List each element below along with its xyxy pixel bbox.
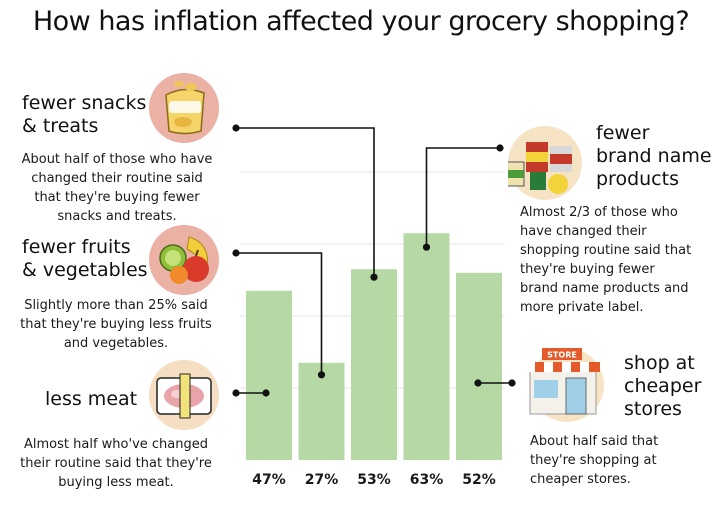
chart-connectors (232, 124, 516, 397)
snacks-description: About half of those who have changed the… (4, 150, 230, 226)
bar-value-label-0: 47% (252, 472, 286, 488)
fruits-icon (149, 225, 219, 295)
snacks-heading: fewer snacks & treats (22, 92, 146, 138)
meat-package-icon (149, 360, 219, 430)
meat-text-line2: their routine said that they're (20, 456, 212, 471)
stores-heading-line2: cheaper (624, 375, 702, 397)
meat-text-line3: buying less meat. (58, 475, 174, 490)
meat-heading: less meat (45, 388, 138, 410)
stores-text-line3: cheaper stores. (530, 472, 631, 487)
bar-1 (298, 362, 345, 460)
connector-fruits (236, 252, 323, 375)
brand-heading-line2: brand name (596, 145, 712, 167)
bar-3 (403, 233, 450, 460)
stores-heading-line1: shop at (624, 352, 695, 374)
bar-value-label-3: 63% (410, 472, 444, 488)
brand-description: Almost 2/3 of those who have changed the… (520, 203, 720, 317)
bar-value-label-1: 27% (305, 472, 339, 488)
bar-value-label-2: 53% (357, 472, 391, 488)
snacks-heading-line2: & treats (22, 115, 99, 137)
brand-text-line6: more private label. (520, 300, 644, 315)
page-title: How has inflation affected your grocery … (32, 6, 690, 37)
connector-fruits-start-dot (232, 249, 240, 257)
brand-text-line5: brand name products and (520, 281, 689, 296)
fruits-heading: fewer fruits & vegetables (22, 236, 148, 282)
connector-snacks-start-dot (232, 124, 240, 132)
store-sign-text: STORE (547, 351, 577, 360)
bar-4 (456, 272, 502, 460)
fruits-description: Slightly more than 25% said that they're… (4, 296, 228, 353)
snacks-text-line3: that they're buying fewer (34, 190, 200, 205)
canned-goods-icon (508, 126, 582, 200)
snacks-heading-line1: fewer snacks (22, 92, 147, 114)
bar-0 (246, 290, 292, 460)
stores-text-line1: About half said that (530, 434, 659, 449)
meat-description: Almost half who've changed their routine… (4, 435, 228, 492)
fruits-text-line3: and vegetables. (63, 336, 169, 351)
bar-value-label-4: 52% (462, 472, 496, 488)
fruits-text-line1: Slightly more than 25% said (24, 298, 208, 313)
connector-brand (425, 147, 500, 248)
brand-text-line4: they're buying fewer (520, 262, 655, 277)
connector-snacks-end-dot (370, 273, 378, 281)
connector-brand-end-dot (422, 243, 431, 251)
snacks-text-line1: About half of those who have (21, 152, 213, 167)
chips-bag-icon (149, 73, 219, 143)
stores-heading: shop at cheaper stores (624, 352, 701, 421)
stores-description: About half said that they're shopping at… (530, 432, 710, 489)
brand-heading: fewer brand name products (596, 122, 712, 191)
brand-text-line2: have changed their (520, 224, 647, 239)
connector-meat-end-dot (262, 389, 270, 397)
brand-heading-line3: products (596, 168, 679, 190)
connector-fruits-end-dot (317, 371, 326, 379)
brand-text-line3: shopping routine said that (520, 243, 692, 258)
snacks-text-line4: snacks and treats. (57, 209, 177, 224)
fruits-heading-line2: & vegetables (22, 259, 148, 281)
bar-2 (351, 269, 397, 460)
stores-heading-line3: stores (624, 398, 682, 420)
fruits-heading-line1: fewer fruits (22, 236, 131, 258)
brand-heading-line1: fewer (596, 122, 650, 144)
fruits-text-line2: that they're buying less fruits (20, 317, 212, 332)
meat-text-line1: Almost half who've changed (24, 437, 208, 452)
connector-stores-start-dot (474, 379, 482, 387)
stores-text-line2: they're shopping at (530, 453, 657, 468)
connector-meat-start-dot (232, 389, 240, 397)
connector-stores-end-dot (508, 379, 516, 387)
connector-snacks (236, 127, 375, 278)
brand-text-line1: Almost 2/3 of those who (520, 205, 678, 220)
chart-bars (246, 233, 502, 460)
connector-brand-start-dot (496, 144, 504, 152)
store-icon: STORE (526, 348, 604, 422)
snacks-text-line2: changed their routine said (31, 171, 203, 186)
chart-value-labels: 47% 27% 53% 63% 52% (252, 472, 496, 488)
